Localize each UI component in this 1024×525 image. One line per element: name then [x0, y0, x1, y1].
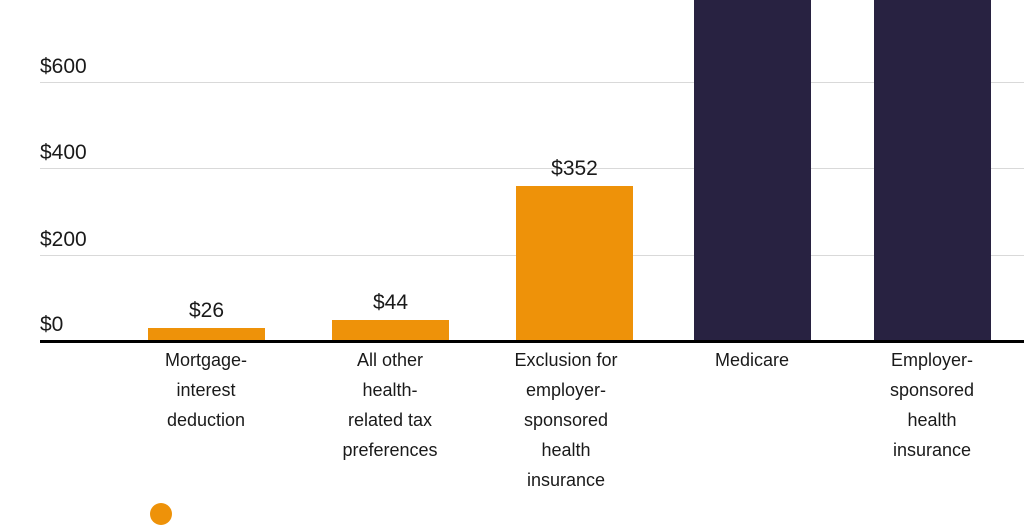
- bar-mortgage-interest-deduction[interactable]: [148, 328, 265, 340]
- category-label-exclusion-for-employer-sponsored-health-insurance: Exclusion for employer-sponsored health ins…: [490, 345, 642, 495]
- legend: [150, 503, 180, 525]
- bar-chart: U.S. dollars ( $600$400$200$0 $26$44$352…: [40, 0, 1024, 525]
- category-label-line: Exclusion for: [514, 350, 618, 370]
- category-label-line: preferences: [342, 440, 438, 460]
- category-label-line: insurance: [892, 440, 972, 460]
- plot-area: $600 $400 $200 $0: [40, 55, 1024, 343]
- category-label-line: insurance: [526, 470, 606, 490]
- category-label-employer-sponsored-health-insurance: Employer-sponsored health insurance: [856, 345, 1008, 465]
- y-tick-label: $0: [40, 313, 64, 336]
- category-label-line: Employer-: [890, 350, 974, 370]
- category-label-line: sponsored: [523, 410, 609, 430]
- category-label-all-other-health-related-tax-preferences: All other health-related tax preferences: [314, 345, 466, 465]
- bar-value-label-all-other-health-related-tax-preferences: $44: [372, 291, 409, 314]
- category-label-line: Mortgage-: [164, 350, 248, 370]
- category-label-line: health: [907, 410, 957, 430]
- category-label-line: sponsored: [889, 380, 975, 400]
- bar-medicare[interactable]: [694, 0, 811, 340]
- bar-value-label-exclusion-for-employer-sponsored-health-insurance: $352: [551, 157, 598, 180]
- category-label-line: employer-: [525, 380, 607, 400]
- y-tick-label: $200: [40, 228, 87, 251]
- category-label-line: related tax: [347, 410, 433, 430]
- category-label-line: health-: [362, 380, 418, 400]
- category-label-line: health: [541, 440, 591, 460]
- y-tick-label: $400: [40, 141, 87, 164]
- gridline: [40, 82, 1024, 83]
- bar-all-other-health-related-tax-preferences[interactable]: [332, 320, 449, 340]
- category-label-line: All other: [356, 350, 424, 370]
- category-label-medicare: Medicare: [676, 345, 828, 375]
- x-axis-line: [40, 340, 1024, 343]
- category-label-line: interest: [176, 380, 236, 400]
- category-label-mortgage-interest-deduction: Mortgage-interest deduction: [130, 345, 282, 435]
- category-label-line: deduction: [166, 410, 246, 430]
- category-label-line: Medicare: [714, 350, 790, 370]
- y-tick-label: $600: [40, 55, 87, 78]
- bar-value-label-mortgage-interest-deduction: $26: [188, 299, 225, 322]
- bar-employer-sponsored-health-insurance[interactable]: [874, 0, 991, 340]
- gridline: [40, 168, 1024, 169]
- legend-swatch-icon: [150, 503, 172, 525]
- bar-exclusion-for-employer-sponsored-health-insurance[interactable]: [516, 186, 633, 340]
